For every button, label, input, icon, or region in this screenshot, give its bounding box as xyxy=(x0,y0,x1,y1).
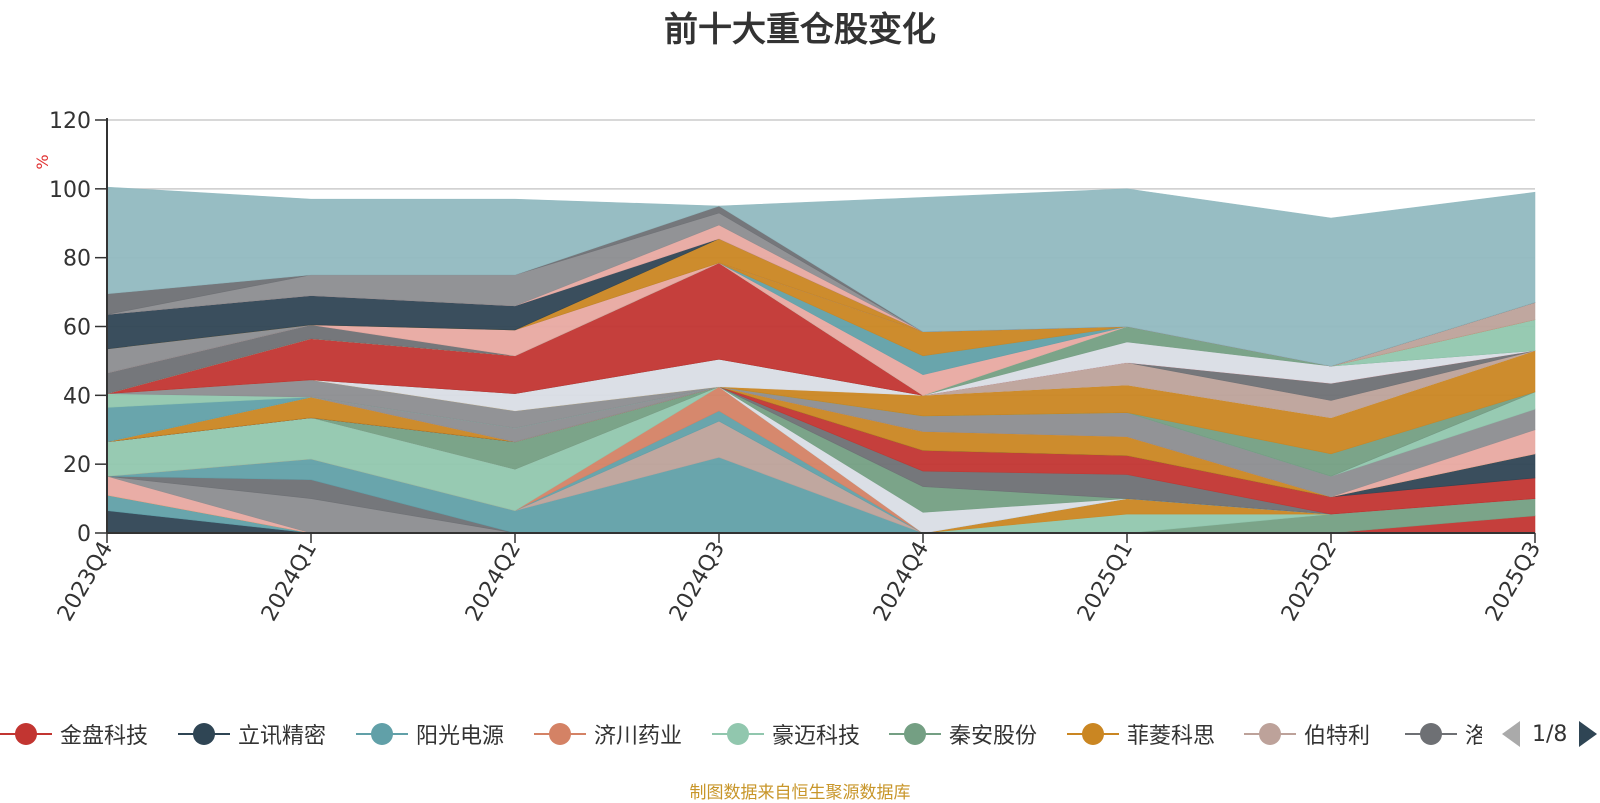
y-axis-unit: % xyxy=(33,154,52,169)
legend: 金盘科技 立讯精密 阳光电源 济川药业 豪迈科技 秦安股份 菲菱科思 伯特利 洛| 1/8 xyxy=(0,714,1600,754)
legend-page-indicator: 1/8 xyxy=(1532,721,1568,747)
x-tick-label: 2025Q2 xyxy=(1277,538,1342,626)
legend-label: 立讯精密 xyxy=(238,724,327,749)
legend-marker-icon xyxy=(356,723,408,745)
y-tick-label: 60 xyxy=(63,316,91,341)
chart-title: 前十大重仓股变化 xyxy=(664,10,936,50)
legend-item[interactable]: 伯特利 xyxy=(1244,714,1370,754)
x-tick-label: 2025Q1 xyxy=(1073,538,1138,626)
legend-label: 阳光电源 xyxy=(416,724,505,749)
legend-item[interactable]: 立讯精密 xyxy=(178,714,326,754)
legend-label: 伯特利 xyxy=(1304,724,1371,749)
legend-marker-icon xyxy=(712,723,764,745)
y-tick-label: 120 xyxy=(49,109,91,134)
legend-marker-icon xyxy=(1405,723,1457,745)
x-tick-label: 2024Q2 xyxy=(461,538,526,626)
prev-page-icon[interactable] xyxy=(1500,719,1522,749)
legend-item[interactable]: 洛| xyxy=(1405,714,1482,754)
y-tick-label: 0 xyxy=(77,522,91,547)
y-tick-label: 40 xyxy=(63,384,91,409)
legend-item[interactable]: 秦安股份 xyxy=(889,714,1037,754)
legend-label: 金盘科技 xyxy=(60,724,149,749)
legend-marker-icon xyxy=(1244,723,1296,745)
source-note: 制图数据来自恒生聚源数据库 xyxy=(689,783,911,803)
legend-label: 洛| xyxy=(1465,724,1482,749)
legend-marker-icon xyxy=(534,723,586,745)
legend-label: 济川药业 xyxy=(594,724,683,749)
legend-marker-icon xyxy=(1067,723,1119,745)
x-tick-label: 2024Q1 xyxy=(257,538,322,626)
area-layers xyxy=(106,186,1536,534)
legend-marker-icon xyxy=(0,723,52,745)
legend-marker-icon xyxy=(889,723,941,745)
legend-item[interactable]: 阳光电源 xyxy=(356,714,504,754)
next-page-icon[interactable] xyxy=(1577,719,1599,749)
x-tick-label: 2023Q4 xyxy=(53,538,118,626)
legend-item[interactable]: 济川药业 xyxy=(534,714,682,754)
legend-label: 菲菱科思 xyxy=(1127,724,1216,749)
legend-label: 秦安股份 xyxy=(949,724,1038,749)
legend-marker-icon xyxy=(178,723,230,745)
y-tick-label: 100 xyxy=(49,178,91,203)
x-tick-label: 2024Q4 xyxy=(869,538,934,626)
legend-items: 金盘科技 立讯精密 阳光电源 济川药业 豪迈科技 秦安股份 菲菱科思 伯特利 洛| xyxy=(0,714,1482,754)
legend-item[interactable]: 豪迈科技 xyxy=(712,714,860,754)
y-tick-label: 20 xyxy=(63,453,91,478)
legend-pager: 1/8 xyxy=(1500,714,1599,754)
y-tick-label: 80 xyxy=(63,247,91,272)
x-tick-label: 2024Q3 xyxy=(665,538,730,626)
x-tick-label: 2025Q3 xyxy=(1481,538,1546,626)
legend-item[interactable]: 金盘科技 xyxy=(0,714,148,754)
legend-item[interactable]: 菲菱科思 xyxy=(1067,714,1215,754)
area-layer xyxy=(106,186,1536,367)
legend-label: 豪迈科技 xyxy=(772,724,861,749)
